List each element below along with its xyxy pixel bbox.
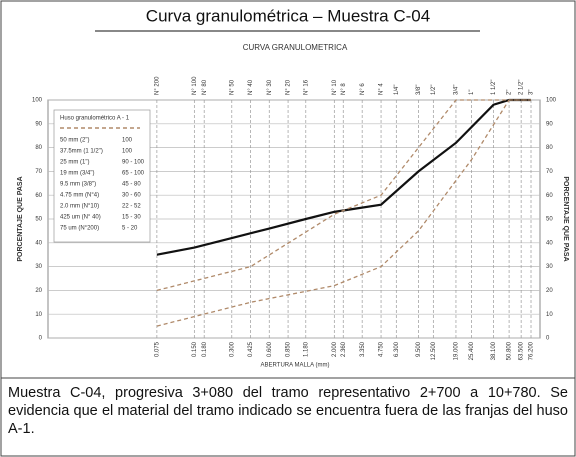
- sieve-label: 2 1/2": [519, 80, 525, 95]
- x-tick-label: 38.100: [491, 341, 497, 360]
- y-tick-label: 100: [32, 98, 43, 104]
- y-tick-label-right: 0: [546, 336, 550, 342]
- y-tick-label: 30: [35, 264, 42, 270]
- x-tick-label: 12.500: [431, 341, 437, 360]
- y-tick-label-right: 30: [546, 264, 553, 270]
- x-tick-label: 2.000: [332, 341, 338, 357]
- sieve-label: N° 50: [229, 79, 235, 95]
- y-tick-label-right: 40: [546, 240, 553, 246]
- sieve-label: N° 20: [286, 79, 292, 95]
- sieve-label: 1": [469, 90, 475, 95]
- y-tick-label-right: 60: [546, 193, 553, 199]
- x-tick-label: 0.075: [154, 341, 160, 357]
- legend-range: 15 - 30: [122, 215, 141, 221]
- y-tick-label-right: 90: [546, 121, 553, 127]
- sieve-label: N° 80: [202, 79, 208, 95]
- legend-sieve: 9.5 mm (3/8"): [60, 182, 96, 188]
- x-tick-label: 1.180: [303, 341, 309, 357]
- sieve-label: N° 10: [332, 79, 338, 95]
- sieve-label: 2": [507, 90, 513, 95]
- legend-range: 100: [122, 138, 133, 144]
- x-tick-label: 3.350: [360, 341, 366, 357]
- legend-sieve: 75 um (N°200): [60, 226, 99, 232]
- y-tick-label: 90: [35, 121, 42, 127]
- sieve-label: N° 30: [267, 79, 273, 95]
- legend-range: 65 - 100: [122, 171, 145, 177]
- x-tick-label: 0.600: [267, 341, 273, 357]
- caption: Muestra C-04, progresiva 3+080 del tramo…: [8, 385, 568, 437]
- sieve-label: 1/4": [394, 85, 400, 95]
- y-tick-label: 10: [35, 312, 42, 318]
- series-line: [156, 99, 532, 292]
- x-tick-label: 0.425: [248, 341, 254, 357]
- sieve-label: N° 4: [379, 83, 385, 95]
- y-tick-label-right: 20: [546, 288, 553, 294]
- sieve-label: 3/8": [416, 85, 422, 95]
- legend-sieve: 25 mm (1"): [60, 160, 89, 166]
- figure-title: Curva granulométrica – Muestra C-04: [146, 6, 430, 25]
- y-tick-label: 80: [35, 145, 42, 151]
- x-tick-label: 63.500: [519, 341, 525, 360]
- legend-box: [53, 109, 151, 243]
- x-tick-label: 2.360: [341, 341, 347, 357]
- x-tick-label: 0.850: [286, 341, 292, 357]
- sieve-label: 1 1/2": [491, 80, 497, 95]
- legend-range: 5 - 20: [122, 226, 138, 232]
- y-tick-label: 60: [35, 193, 42, 199]
- sieve-label: N° 6: [360, 83, 366, 95]
- legend-sieve: 19 mm (3/4"): [60, 171, 94, 177]
- y-tick-label: 70: [35, 169, 42, 175]
- sieve-label: N° 40: [248, 79, 254, 95]
- x-tick-label: 6.300: [394, 341, 400, 357]
- legend-range: 90 - 100: [122, 160, 145, 166]
- y-tick-label-right: 50: [546, 217, 553, 223]
- legend-range: 100: [122, 149, 133, 155]
- x-tick-label: 9.500: [416, 341, 422, 357]
- y-tick-label: 20: [35, 288, 42, 294]
- y-axis-label-right: PORCENTAJE QUE PASA: [562, 176, 569, 261]
- x-tick-label: 0.150: [192, 341, 198, 357]
- y-tick-label: 50: [35, 217, 42, 223]
- legend-sieve: 425 um (N° 40): [60, 215, 101, 221]
- chart-title: CURVA GRANULOMETRICA: [243, 43, 348, 52]
- sieve-label: N° 200: [154, 76, 160, 95]
- x-tick-label: 0.300: [229, 341, 235, 357]
- sieve-label: N° 16: [303, 79, 309, 95]
- sieve-label: 3/4": [454, 85, 460, 95]
- x-tick-label: 4.750: [379, 341, 385, 357]
- legend-range: 30 - 60: [122, 193, 141, 199]
- x-tick-label: 76.200: [529, 341, 535, 360]
- x-tick-label: 25.400: [469, 341, 475, 360]
- legend-sieve: 37.5mm (1 1/2"): [60, 149, 103, 155]
- y-tick-label-right: 100: [546, 98, 557, 104]
- x-tick-label: 0.180: [202, 341, 208, 357]
- legend-sieve: 50 mm (2"): [60, 138, 89, 144]
- series-line: [156, 99, 532, 327]
- sieve-label: N° 100: [192, 76, 198, 95]
- y-tick-label: 0: [39, 336, 43, 342]
- series-line: [156, 98, 532, 256]
- y-axis-label: PORCENTAJE QUE PASA: [17, 176, 24, 261]
- sieve-label: N° 8: [341, 83, 347, 95]
- x-tick-label: 50.800: [507, 341, 513, 360]
- legend-range: 45 - 80: [122, 182, 141, 188]
- legend-sieve: 2.0 mm (N°10): [60, 204, 99, 210]
- legend-range: 22 - 52: [122, 204, 141, 210]
- legend-sieve: 4.75 mm (N°4): [60, 193, 99, 199]
- y-tick-label-right: 10: [546, 312, 553, 318]
- x-tick-label: 19.000: [454, 341, 460, 360]
- sieve-label: 1/2": [431, 85, 437, 95]
- y-tick-label: 40: [35, 240, 42, 246]
- sieve-label: 3": [529, 90, 535, 95]
- legend-title: Huso granulométrico A - 1: [60, 116, 130, 122]
- y-tick-label-right: 70: [546, 169, 553, 175]
- y-tick-label-right: 80: [546, 145, 553, 151]
- x-axis-label: ABERTURA MALLA (mm): [261, 363, 330, 369]
